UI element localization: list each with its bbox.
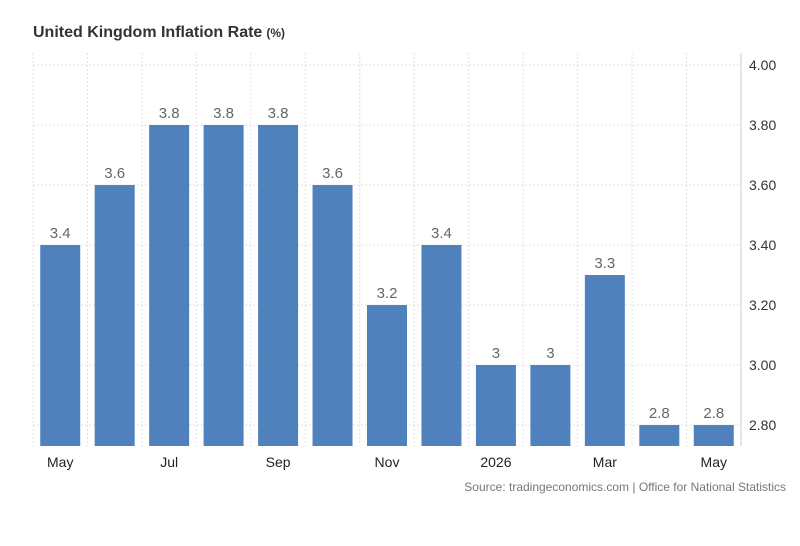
x-tick-label: May — [701, 454, 727, 470]
bar — [693, 425, 734, 446]
bar — [367, 305, 407, 446]
bar — [40, 245, 81, 446]
y-tick-label: 3.60 — [749, 177, 776, 193]
bar — [149, 125, 190, 446]
data-label: 2.8 — [649, 405, 670, 422]
bars — [40, 125, 734, 446]
data-label: 3.8 — [159, 105, 180, 122]
data-label: 3.4 — [431, 225, 452, 242]
data-label: 3.4 — [50, 225, 71, 242]
x-tick-label: Jul — [160, 454, 178, 470]
data-label: 3 — [546, 345, 554, 362]
y-tick-label: 2.80 — [749, 417, 776, 433]
x-axis: May Jul Sep Nov 2026 Mar May — [47, 454, 727, 470]
y-tick-label: 4.00 — [749, 57, 776, 73]
y-axis: 2.80 3.00 3.20 3.40 3.60 3.80 4.00 — [749, 57, 776, 433]
bar — [475, 365, 516, 446]
x-tick-label: May — [47, 454, 73, 470]
y-tick-label: 3.20 — [749, 297, 776, 313]
chart-title: United Kingdom Inflation Rate (%) — [33, 24, 285, 42]
data-label: 3.3 — [594, 255, 615, 272]
bar — [312, 185, 353, 446]
data-label: 3.8 — [213, 105, 234, 122]
x-tick-label: 2026 — [480, 454, 511, 470]
x-tick-label: Nov — [375, 454, 400, 470]
data-label: 2.8 — [703, 405, 724, 422]
data-label: 3.6 — [322, 165, 343, 182]
y-tick-label: 3.80 — [749, 117, 776, 133]
bar — [530, 365, 571, 446]
bar — [421, 245, 462, 446]
x-tick-label: Sep — [266, 454, 291, 470]
bar — [639, 425, 680, 446]
x-tick-label: Mar — [593, 454, 617, 470]
chart-title-unit: (%) — [266, 26, 285, 40]
data-label: 3.6 — [104, 165, 125, 182]
y-tick-label: 3.00 — [749, 357, 776, 373]
y-tick-label: 3.40 — [749, 237, 776, 253]
data-label: 3.2 — [377, 285, 398, 302]
bar — [258, 125, 299, 446]
source-note: Source: tradingeconomics.com | Office fo… — [464, 480, 786, 494]
data-labels: 3.4 3.6 3.8 3.8 3.8 3.6 3.2 3.4 3 3 3.3 2.8 2.8 — [50, 105, 724, 422]
data-label: 3 — [492, 345, 500, 362]
chart-title-text: United Kingdom Inflation Rate — [33, 24, 263, 41]
bar — [94, 185, 135, 446]
bar — [584, 275, 625, 446]
data-label: 3.8 — [268, 105, 289, 122]
bar — [203, 125, 244, 446]
